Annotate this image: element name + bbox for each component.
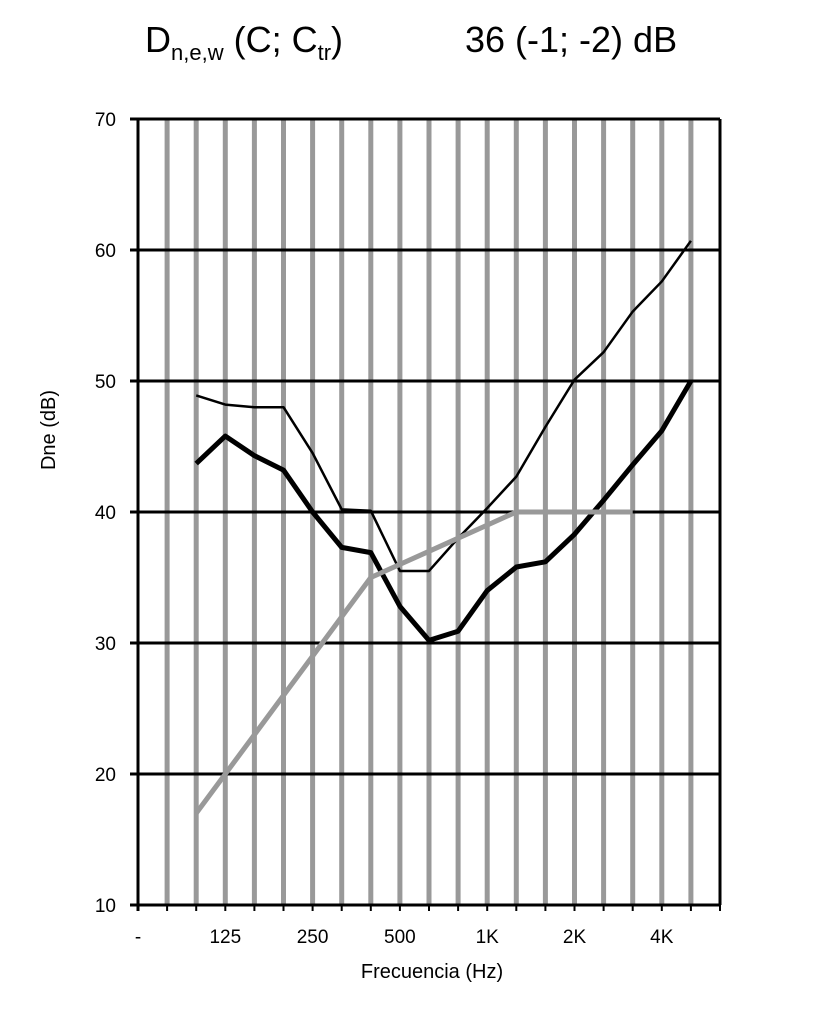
y-tick-label: 60 (95, 241, 116, 262)
x-tick-label: - (135, 927, 141, 948)
y-tick-label: 50 (95, 372, 116, 393)
x-tick-label: 500 (384, 927, 416, 948)
x-tick-label: 4K (650, 927, 674, 948)
x-tick-label: 2K (563, 927, 587, 948)
title-part: ) (331, 19, 343, 60)
y-tick-label: 30 (95, 634, 116, 655)
x-tick-label: 250 (297, 927, 329, 948)
y-tick-label: 70 (95, 110, 116, 131)
y-tick-label: 40 (95, 503, 116, 524)
x-axis-label: Frecuencia (Hz) (361, 961, 503, 983)
rating: 36 (-1; -2) dB (465, 19, 677, 60)
title-subscript: n,e,w (171, 40, 224, 65)
series-line (195, 240, 692, 573)
y-tick-label: 20 (95, 765, 116, 786)
x-tick-label: 1K (476, 927, 500, 948)
series-line (194, 379, 694, 643)
title-part: (C; C (224, 19, 318, 60)
title-subscript: tr (318, 40, 331, 65)
x-tick-label: 125 (209, 927, 241, 948)
series-line (194, 509, 633, 815)
chart-title: Dn,e,w (C; Ctr) (145, 19, 343, 65)
y-axis-label: Dne (dB) (38, 390, 60, 470)
title-part: D (145, 19, 171, 60)
y-tick-label: 10 (95, 896, 116, 917)
